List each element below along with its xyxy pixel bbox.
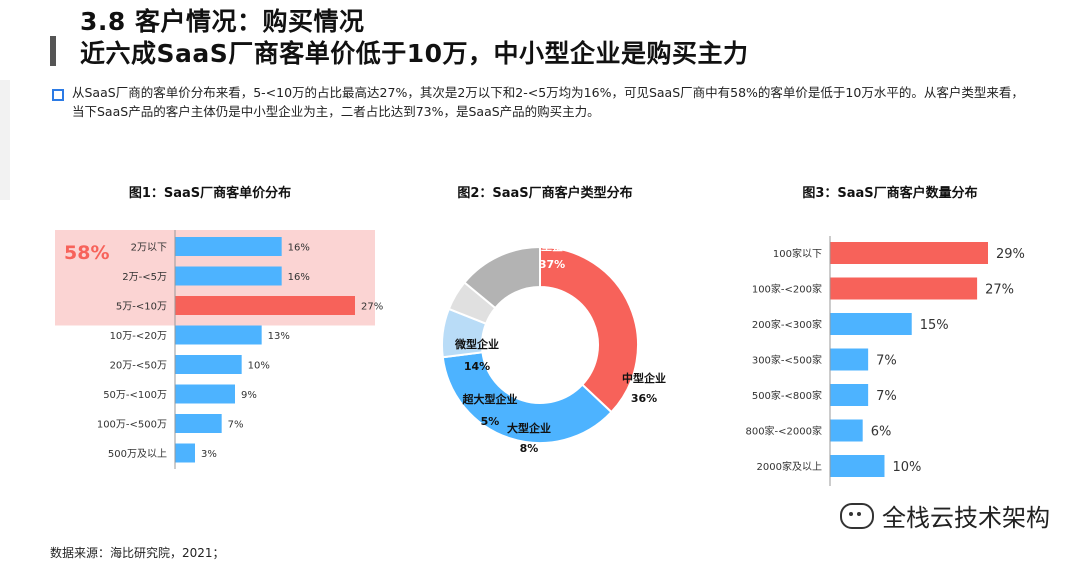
- category-label: 50万-<100万: [103, 390, 167, 401]
- bar: [175, 266, 282, 286]
- data-label: 27%: [985, 283, 1014, 298]
- donut-slice: [441, 351, 613, 444]
- bar: [830, 455, 885, 477]
- slice-value-label: 14%: [464, 360, 490, 373]
- data-label: 16%: [288, 243, 310, 254]
- slice-value-label: 8%: [520, 442, 539, 455]
- slice-value-label: 37%: [539, 258, 565, 271]
- data-label: 10%: [892, 460, 921, 475]
- fig1-bar-chart: 58% 2万以下 16% 2万-<5万 16% 5万-<10万 27% 10万-<20万 13%…: [55, 230, 383, 469]
- bar: [830, 384, 869, 406]
- data-label: 7%: [876, 389, 897, 404]
- bar: [175, 355, 242, 374]
- category-label: 100家-<200家: [752, 283, 822, 296]
- category-label: 200家-<300家: [752, 318, 822, 331]
- section-title: 3.8 客户情况：购买情况: [80, 7, 365, 36]
- slice-value-label: 36%: [631, 392, 657, 405]
- side-decoration: [0, 80, 10, 200]
- category-label: 5万-<10万: [116, 302, 167, 313]
- fig2-title: 图2：SaaS厂商客户类型分布: [457, 186, 633, 201]
- category-label: 100家以下: [773, 247, 822, 260]
- category-label: 20万-<50万: [110, 361, 167, 372]
- bar: [830, 419, 863, 442]
- data-label: 7%: [876, 354, 897, 369]
- page-title: 近六成SaaS厂商客单价低于10万，中小型企业是购买主力: [80, 39, 749, 68]
- category-label: 10万-<20万: [110, 331, 167, 342]
- data-label: 27%: [361, 302, 383, 313]
- data-label: 13%: [268, 331, 290, 342]
- category-label: 2万-<5万: [122, 272, 167, 283]
- data-label: 15%: [920, 318, 949, 333]
- watermark-text: 全栈云技术架构: [882, 504, 1050, 532]
- data-label: 3%: [201, 449, 217, 460]
- account-watermark: 全栈云技术架构: [840, 498, 1050, 533]
- highlight-label: 58%: [64, 242, 109, 264]
- bar: [175, 384, 235, 404]
- bullet-square-icon: [52, 89, 64, 101]
- bar: [175, 443, 195, 463]
- data-label: 16%: [288, 272, 310, 283]
- slice-value-label: 5%: [481, 415, 500, 428]
- slice-label: 超大型企业: [462, 392, 518, 406]
- bar: [830, 313, 912, 335]
- data-label: 9%: [241, 390, 257, 401]
- bar: [175, 237, 282, 256]
- category-label: 2000家及以上: [757, 460, 822, 473]
- bar: [175, 414, 222, 433]
- slice-label: 大型企业: [507, 421, 551, 435]
- fig3-bar-chart: 100家以下 29% 100家-<200家 27% 200家-<300家 15% 300家-…: [745, 236, 1025, 486]
- category-label: 300家-<500家: [752, 354, 822, 367]
- fig3-title: 图3：SaaS厂商客户数量分布: [802, 186, 978, 201]
- bar: [830, 277, 978, 300]
- data-label: 6%: [871, 425, 892, 440]
- bar: [175, 296, 355, 315]
- fig1-title: 图1：SaaS厂商客单价分布: [128, 186, 292, 201]
- category-label: 500万及以上: [108, 448, 167, 460]
- category-label: 500家-<800家: [752, 389, 822, 402]
- category-label: 2万以下: [131, 243, 167, 254]
- lead-paragraph: 从SaaS厂商的客单价分布来看，5-<10万的占比最高达27%，其次是2万以下和…: [72, 85, 1024, 119]
- wechat-icon: [840, 502, 874, 529]
- slice-label: 微型企业: [454, 337, 499, 351]
- data-label: 7%: [228, 420, 244, 431]
- bar: [830, 348, 869, 371]
- data-label: 10%: [248, 361, 270, 372]
- donut-slice: [539, 245, 639, 414]
- donut-slice: [463, 245, 541, 310]
- data-source: 数据来源：海比研究院，2021；: [50, 546, 225, 560]
- data-label: 29%: [996, 247, 1025, 262]
- bar: [175, 325, 262, 345]
- slice-label: 中型企业: [622, 371, 666, 385]
- bar: [830, 242, 988, 264]
- category-label: 800家-<2000家: [745, 425, 822, 438]
- title-accent-bar: [50, 36, 56, 66]
- category-label: 100万-<500万: [97, 420, 167, 431]
